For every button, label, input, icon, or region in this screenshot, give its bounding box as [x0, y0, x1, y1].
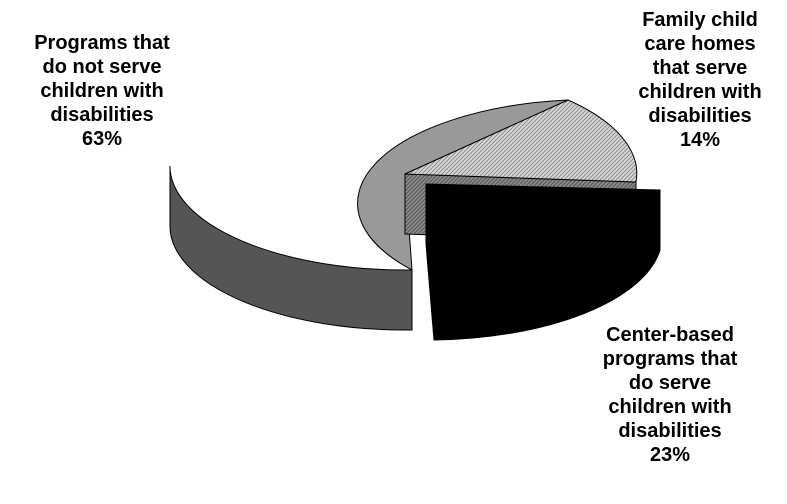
label-2-percent: 23% [649, 444, 691, 466]
slice-center-based [425, 183, 661, 341]
label-1-percent: 14% [679, 129, 721, 151]
label-0-line-2: do not serve [42, 56, 162, 78]
label-0-line-3: children with [40, 80, 164, 102]
slice-0-top [357, 99, 569, 271]
label-2-line-4: children with [608, 396, 732, 418]
label-1-line-5: disabilities [648, 105, 752, 127]
label-1-line-4: children with [638, 81, 762, 103]
label-center-based: Center-based programs that do serve chil… [580, 323, 760, 467]
label-family-child-care: Family child care homes that serve child… [610, 8, 787, 152]
label-1-line-2: care homes [644, 33, 756, 55]
label-0-line-1: Programs that [34, 32, 170, 54]
label-2-line-2: programs that [602, 348, 738, 370]
slice-0-side-wall [169, 165, 413, 331]
label-2-line-5: disabilities [618, 420, 722, 442]
label-0-line-4: disabilities [50, 104, 154, 126]
label-1-line-3: that serve [652, 57, 748, 79]
label-1-line-1: Family child [642, 9, 758, 31]
label-2-line-3: do serve [628, 372, 712, 394]
label-0-percent: 63% [81, 128, 123, 150]
slice-1-top [404, 99, 638, 183]
label-2-line-1: Center-based [606, 324, 734, 346]
slice-programs-not-serving [169, 99, 569, 331]
slice-2-top [425, 183, 661, 281]
label-programs-not-serving: Programs that do not serve children with… [2, 31, 202, 151]
